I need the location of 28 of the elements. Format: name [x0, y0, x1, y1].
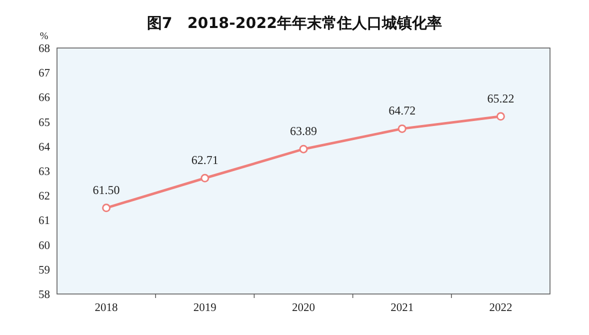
y-tick-label: 61 [38, 215, 50, 228]
point [200, 174, 210, 182]
chart-title: 图7 2018-2022年年末常住人口城镇化率 [146, 14, 442, 32]
point [102, 204, 111, 212]
y-tick-label: 64 [38, 141, 50, 154]
point [496, 112, 505, 121]
y-tick-label: 58 [38, 289, 50, 301]
data-label: 65.22 [487, 91, 514, 106]
y-tick-label: 62 [38, 190, 50, 203]
y-tick-label: 67 [38, 68, 50, 80]
y-tick-label: 68 [38, 43, 50, 55]
x-tick-label: 2021 [390, 302, 414, 314]
x-tick-label: 2020 [292, 302, 316, 314]
y-tick-label: 66 [38, 92, 50, 104]
data-label: 61.50 [92, 182, 120, 197]
x-tick-label: 2018 [94, 302, 118, 314]
x-tick-label: 2019 [193, 302, 217, 314]
x-tick-label: 2022 [489, 302, 512, 314]
y-axis-title: % [40, 31, 48, 42]
data-label: 64.72 [388, 104, 416, 118]
y-tick-label: 63 [38, 166, 50, 178]
y-tick-label: 65 [38, 116, 50, 129]
point [398, 124, 406, 133]
data-label: 63.89 [290, 124, 317, 138]
y-tick-label: 59 [38, 264, 50, 276]
y-tick-label: 60 [38, 240, 50, 252]
point [299, 144, 308, 154]
data-label: 62.71 [191, 153, 218, 168]
